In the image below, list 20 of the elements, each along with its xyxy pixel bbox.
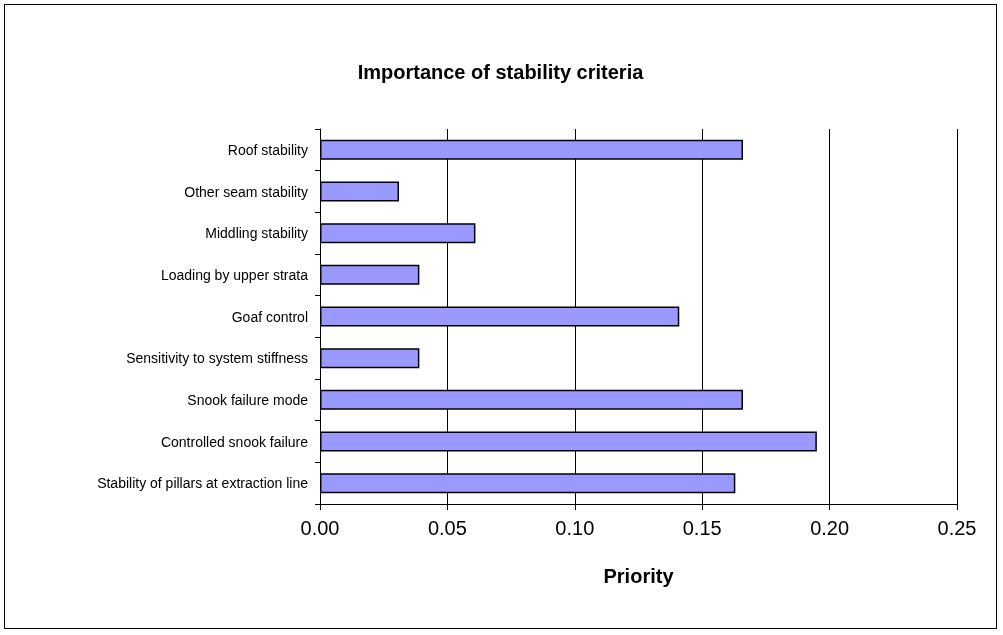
bar [320,348,420,369]
y-tick-label: Sensitivity to system stiffness [126,350,308,367]
chart-title: Importance of stability criteria [357,61,645,83]
bar [320,264,420,285]
y-tick-label: Stability of pillars at extraction line [97,475,309,492]
y-tick-label: Other seam stability [184,183,308,200]
x-tick-label: 0.15 [682,517,722,539]
x-tick-label: 0.00 [300,517,340,539]
x-tick-label: 0.20 [810,517,850,539]
y-tick-label: Snook failure mode [187,391,309,408]
y-tick-label: Controlled snook failure [160,433,309,450]
x-tick-label: 0.05 [427,517,467,539]
x-tick-label: 0.25 [937,517,977,539]
y-tick-label: Roof stability [227,141,308,158]
y-tick-label: Middling stability [205,225,308,242]
y-tick-label: Loading by upper strata [160,266,309,283]
x-axis-title: Priority [603,565,675,587]
x-tick-label: 0.10 [555,517,595,539]
bar [320,181,399,202]
y-tick-label: Goaf control [231,308,308,325]
